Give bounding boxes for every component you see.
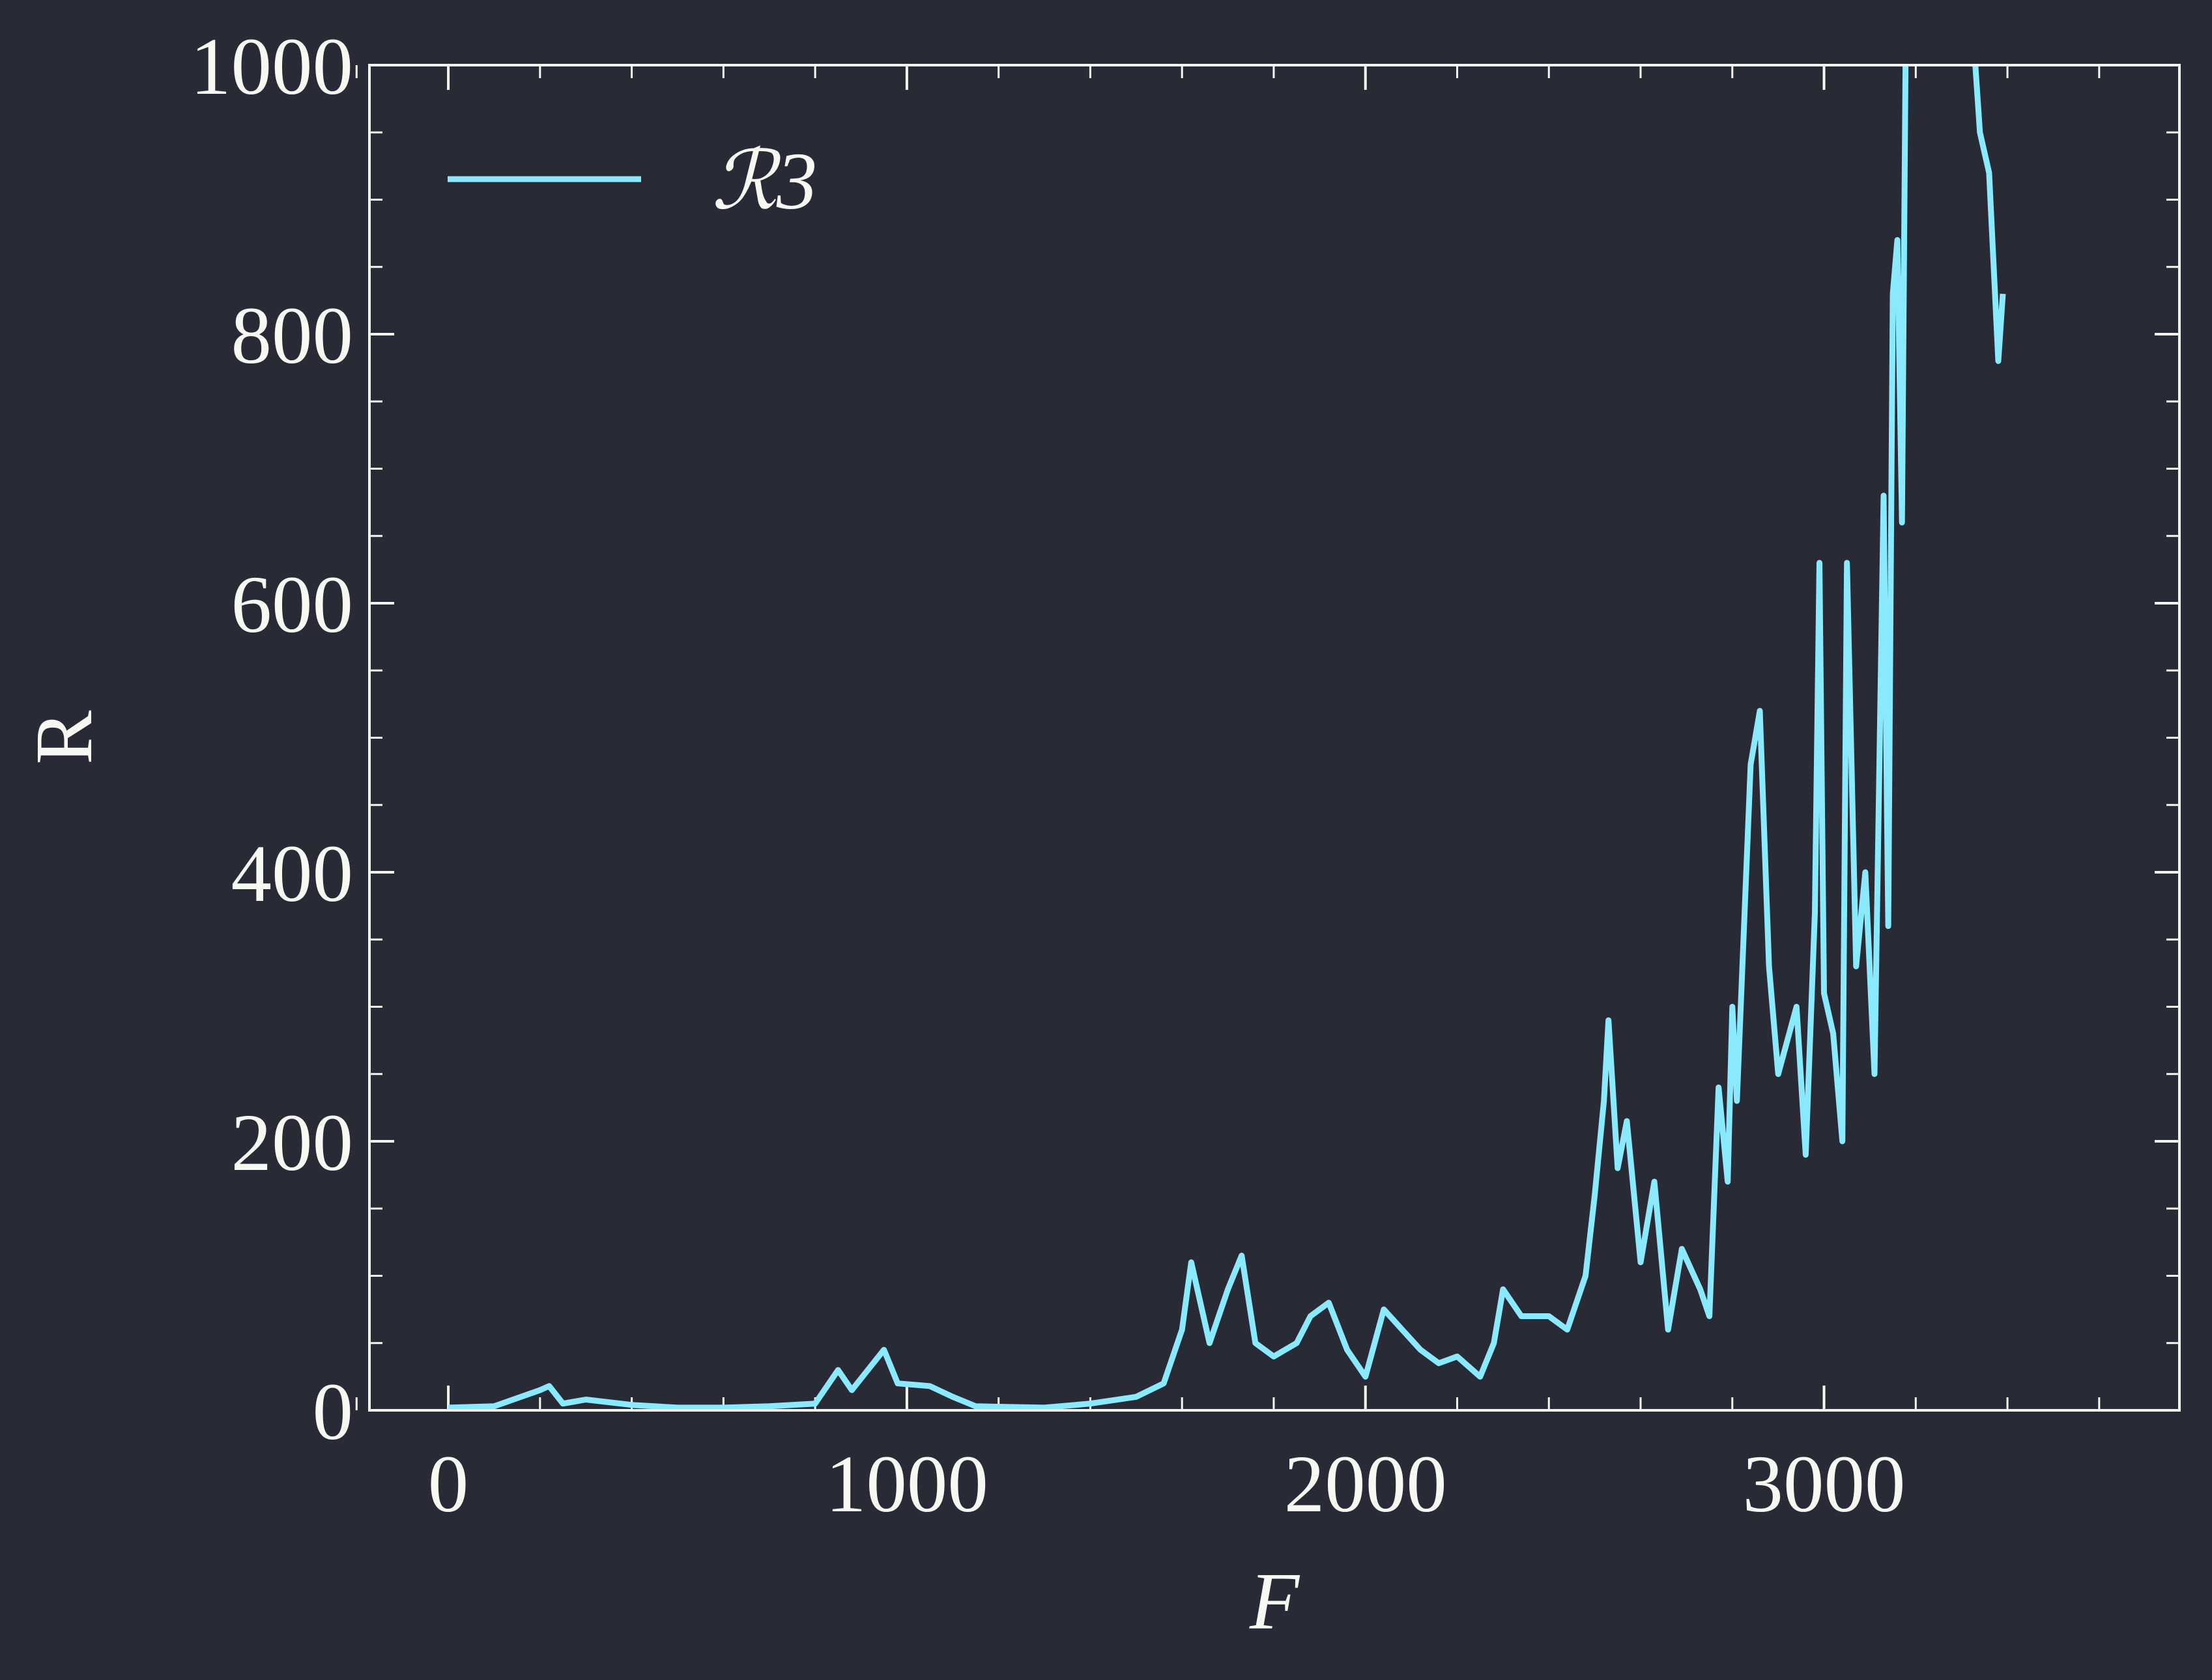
- x-tick-label: 3000: [1743, 1440, 1906, 1530]
- x-tick-label: 1000: [826, 1440, 988, 1530]
- x-tick-label: 0: [428, 1440, 469, 1530]
- y-tick-label: 600: [231, 560, 354, 650]
- y-tick-label: 200: [231, 1098, 354, 1188]
- y-axis-label: R: [20, 710, 109, 765]
- y-tick-label: 800: [231, 291, 354, 381]
- x-axis-label: F: [1249, 1557, 1300, 1647]
- y-tick-label: 0: [313, 1367, 354, 1457]
- plot-frame: [368, 64, 2181, 1412]
- x-tick-label: 2000: [1284, 1440, 1447, 1530]
- legend-label: ℛ3: [711, 137, 817, 227]
- y-tick-label: 400: [231, 829, 354, 919]
- y-tick-label: 1000: [190, 22, 353, 112]
- data-line: [448, 65, 2006, 1410]
